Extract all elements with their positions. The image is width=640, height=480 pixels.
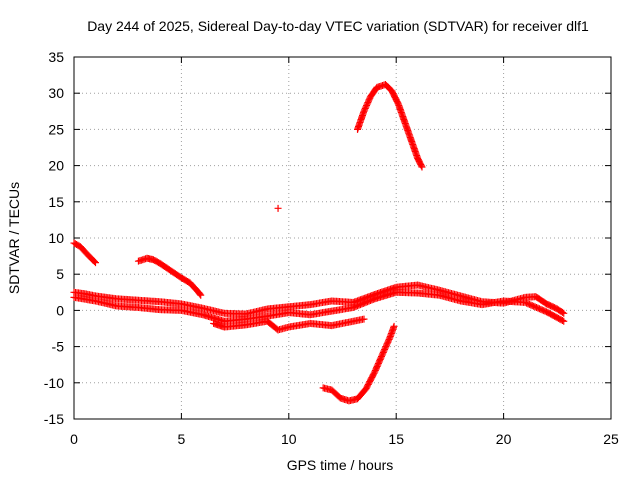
y-axis-title: SDTVAR / TECUs — [6, 182, 22, 294]
data-point — [390, 322, 398, 330]
data-point — [274, 204, 282, 212]
y-tick-label: 10 — [48, 230, 64, 246]
data-point — [360, 315, 368, 323]
y-tick-label: -15 — [44, 411, 64, 427]
series-arc-morning-hump — [134, 254, 205, 299]
y-tick-label: 35 — [48, 49, 64, 65]
y-tick-label: 20 — [48, 158, 64, 174]
data-point — [558, 317, 566, 325]
y-tick-label: 0 — [56, 302, 64, 318]
data-point — [417, 162, 425, 170]
axis-ticks: -15 -10 -5 0 5 10 15 20 25 30 35 0 5 10 15 20 25 — [44, 49, 619, 447]
data-point — [91, 259, 99, 267]
x-tick-label: 5 — [178, 431, 186, 447]
grid — [74, 57, 611, 419]
series-outlier — [274, 204, 282, 212]
x-tick-label: 10 — [281, 431, 297, 447]
data-point — [90, 258, 98, 266]
x-axis-title: GPS time / hours — [287, 457, 394, 473]
y-tick-label: -10 — [44, 375, 64, 391]
data-point — [558, 308, 566, 316]
series-arc-deep-dip — [319, 322, 398, 405]
data-point — [196, 290, 204, 298]
x-tick-label: 20 — [496, 431, 512, 447]
series-band-middle — [70, 288, 568, 325]
data-layer — [70, 81, 568, 405]
y-tick-label: 25 — [48, 121, 64, 137]
y-tick-label: -5 — [52, 339, 65, 355]
data-point — [418, 163, 426, 171]
data-point — [197, 291, 205, 299]
x-tick-label: 0 — [70, 431, 78, 447]
y-tick-label: 5 — [56, 266, 64, 282]
x-tick-label: 25 — [603, 431, 619, 447]
y-tick-label: 30 — [48, 85, 64, 101]
series-band-lower — [210, 315, 368, 334]
data-point — [560, 309, 568, 317]
chart-title: Day 244 of 2025, Sidereal Day-to-day VTE… — [87, 18, 589, 34]
series-arc-early-decline — [70, 239, 99, 267]
data-point — [560, 317, 568, 325]
y-tick-label: 15 — [48, 194, 64, 210]
series-arc-high-peak — [354, 81, 426, 171]
x-tick-label: 15 — [388, 431, 404, 447]
